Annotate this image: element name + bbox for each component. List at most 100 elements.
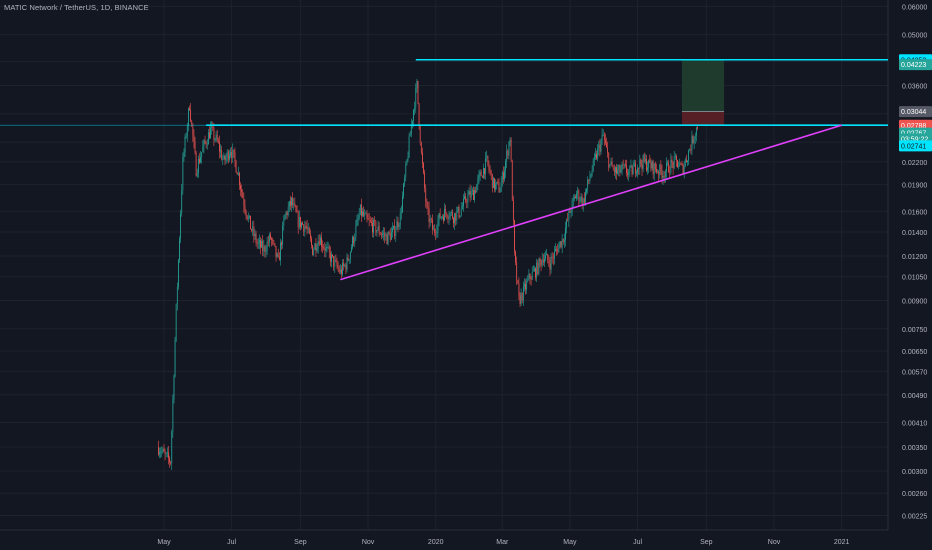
candle-body bbox=[232, 149, 234, 158]
candle-body bbox=[644, 158, 646, 162]
candle-body bbox=[393, 225, 394, 229]
candle-body bbox=[373, 220, 374, 233]
candle-body bbox=[687, 160, 688, 163]
candle-body bbox=[181, 190, 183, 214]
candle-body bbox=[371, 221, 372, 224]
candle-body bbox=[298, 217, 300, 228]
candle-body bbox=[406, 159, 408, 165]
candle-body bbox=[500, 182, 502, 192]
candle-body bbox=[222, 158, 224, 160]
candle-body bbox=[382, 233, 383, 235]
candle-body bbox=[658, 171, 660, 175]
candle-body bbox=[577, 190, 579, 194]
candle-body bbox=[221, 150, 223, 160]
candle-body bbox=[356, 219, 358, 226]
candle-body bbox=[592, 159, 594, 171]
candle-body bbox=[573, 196, 575, 199]
candle-body bbox=[433, 229, 434, 231]
candle-body bbox=[331, 254, 332, 262]
candle-body bbox=[180, 213, 182, 239]
candle-body bbox=[405, 164, 407, 178]
candle-body bbox=[648, 159, 650, 168]
candle-body bbox=[214, 139, 216, 141]
price-axis-badge-label: 0.02788 bbox=[901, 123, 926, 130]
candle-body bbox=[556, 248, 558, 250]
candlestick-series bbox=[158, 78, 698, 470]
candle-body bbox=[358, 214, 360, 219]
candle-body bbox=[684, 159, 686, 166]
candle-body bbox=[652, 161, 654, 175]
candle-body bbox=[195, 152, 197, 177]
candle-body bbox=[663, 176, 665, 178]
candle-body bbox=[362, 211, 363, 216]
candle-body bbox=[467, 194, 469, 203]
candle-body bbox=[563, 239, 565, 242]
y-tick-label: 0.00260 bbox=[902, 491, 927, 498]
candle-body bbox=[398, 224, 400, 227]
candle-body bbox=[667, 162, 668, 164]
candle-body bbox=[632, 166, 634, 175]
candle-body bbox=[548, 260, 550, 264]
candle-body bbox=[666, 163, 667, 172]
candle-body bbox=[243, 197, 245, 206]
candle-body bbox=[633, 163, 635, 167]
candle-body bbox=[679, 163, 681, 167]
candle-body bbox=[321, 237, 322, 247]
candle-body bbox=[215, 134, 217, 140]
candle-body bbox=[541, 259, 543, 266]
candle-body bbox=[480, 172, 482, 177]
candle-body bbox=[220, 150, 221, 152]
x-tick-label: Jul bbox=[227, 539, 236, 546]
x-tick-label: May bbox=[563, 539, 577, 546]
candle-body bbox=[191, 120, 193, 124]
candle-body bbox=[276, 253, 278, 257]
candle-body bbox=[668, 162, 670, 173]
candle-body bbox=[361, 204, 362, 216]
candle-body bbox=[497, 181, 499, 183]
candle-body bbox=[552, 257, 554, 259]
candle-body bbox=[498, 182, 500, 193]
candle-body bbox=[619, 165, 621, 173]
candle-body bbox=[374, 220, 376, 222]
candle-body bbox=[510, 139, 512, 162]
candle-body bbox=[203, 140, 205, 147]
candle-body bbox=[486, 155, 488, 159]
candle-body bbox=[288, 201, 290, 208]
candle-body bbox=[183, 152, 185, 157]
candle-body bbox=[525, 283, 526, 290]
candle-body bbox=[427, 206, 429, 209]
candle-body bbox=[479, 172, 481, 175]
candle-body bbox=[640, 159, 642, 165]
candle-body bbox=[488, 164, 490, 170]
candle-body bbox=[546, 253, 548, 256]
candle-body bbox=[537, 262, 539, 274]
candle-body bbox=[693, 138, 695, 144]
candle-body bbox=[384, 233, 386, 237]
candle-body bbox=[408, 136, 410, 158]
candle-body bbox=[591, 170, 593, 175]
candle-body bbox=[213, 127, 215, 140]
candle-body bbox=[641, 164, 643, 169]
candle-body bbox=[413, 109, 414, 121]
candle-body bbox=[441, 216, 443, 218]
candle-body bbox=[252, 226, 254, 231]
candle-body bbox=[610, 161, 612, 165]
candle-body bbox=[590, 174, 592, 178]
candle-body bbox=[458, 206, 460, 217]
candle-body bbox=[200, 157, 201, 163]
candle-body bbox=[639, 159, 641, 169]
candle-body bbox=[615, 167, 616, 173]
candle-body bbox=[477, 178, 479, 185]
candle-body bbox=[634, 163, 636, 174]
candle-body bbox=[210, 127, 211, 139]
candle-body bbox=[424, 172, 426, 189]
candle-body bbox=[194, 142, 196, 153]
candle-body bbox=[561, 238, 563, 248]
candle-body bbox=[608, 152, 610, 168]
candle-body bbox=[302, 222, 304, 225]
x-tick-label: May bbox=[157, 539, 171, 546]
candle-body bbox=[528, 273, 530, 280]
candle-body bbox=[326, 247, 328, 248]
